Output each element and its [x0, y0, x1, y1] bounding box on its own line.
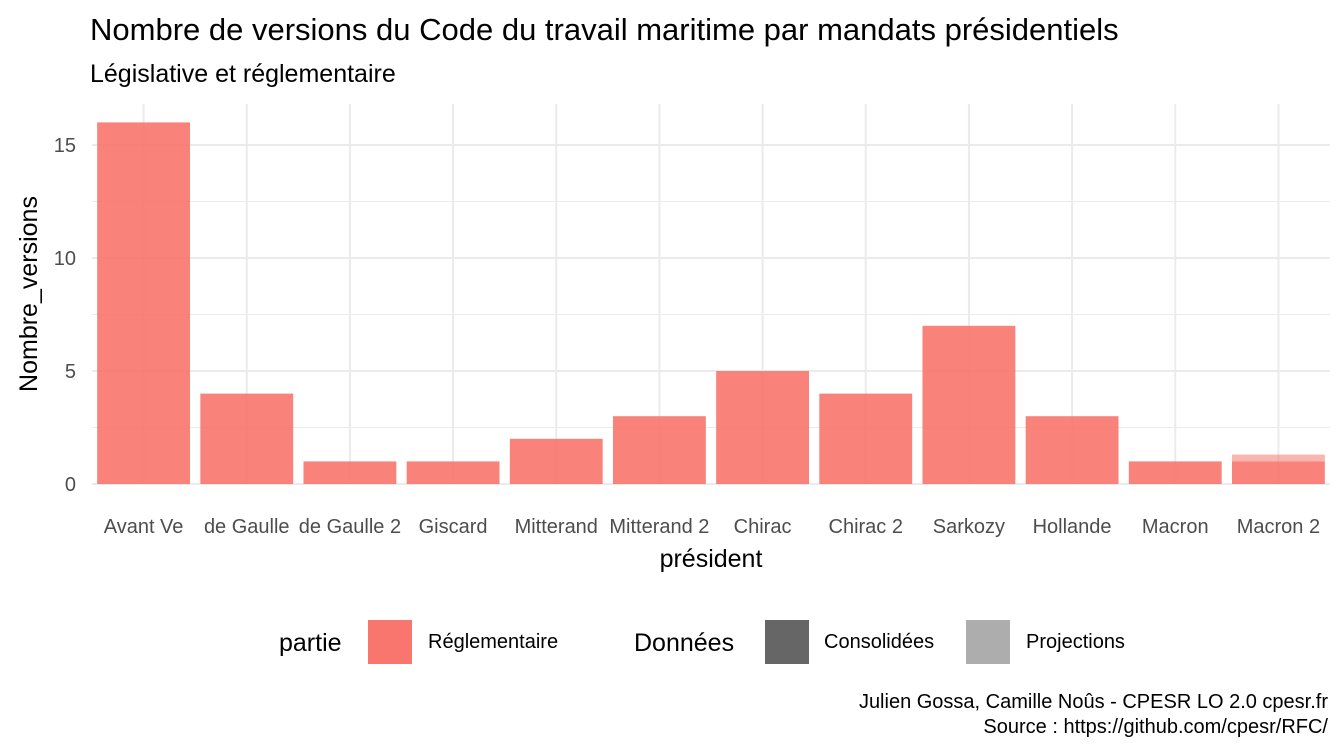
- y-axis-ticks: 0 5 10 15: [54, 135, 76, 496]
- x-tick-label: Giscard: [419, 516, 488, 538]
- bar-consolidees: [612, 416, 706, 484]
- x-tick-label: Mitterand: [515, 516, 598, 538]
- caption-source: Source : https://github.com/cpesr/RFC/: [983, 716, 1328, 738]
- x-tick-label: de Gaulle 2: [299, 516, 401, 538]
- x-tick-label: Chirac 2: [829, 516, 903, 538]
- y-tick-label: 10: [54, 248, 76, 270]
- legend-key-consolidees: [765, 620, 809, 664]
- x-tick-label: Macron 2: [1237, 516, 1320, 538]
- bar-consolidees: [200, 393, 294, 484]
- x-axis-title: président: [660, 545, 763, 573]
- bar-consolidees: [97, 122, 191, 485]
- x-tick-label: Avant Ve: [104, 516, 184, 538]
- legend-key-reglementaire: [368, 620, 412, 664]
- bars: [97, 122, 1325, 485]
- y-tick-label: 0: [65, 474, 76, 496]
- legend-label-projections: Projections: [1026, 631, 1125, 653]
- y-axis-title: Nombre_versions: [15, 196, 43, 392]
- x-tick-label: Chirac: [734, 516, 792, 538]
- bar-consolidees: [406, 461, 500, 484]
- legend-title-partie: partie: [279, 629, 342, 657]
- bar-chart: 0 5 10 15 Avant Ve de Gaulle de Gaulle 2 Gisca…: [15, 104, 1330, 573]
- legend-label-reglementaire: Réglementaire: [428, 631, 559, 653]
- x-tick-label: de Gaulle: [204, 516, 290, 538]
- caption: Julien Gossa, Camille Noûs - CPESR LO 2.…: [859, 690, 1328, 740]
- legend-title-donnees: Données: [634, 629, 735, 657]
- bar-projections: [1231, 454, 1325, 462]
- x-axis-ticks: Avant Ve de Gaulle de Gaulle 2 Giscard Mitte…: [104, 516, 1320, 538]
- bar-consolidees: [819, 393, 913, 484]
- y-tick-label: 5: [65, 361, 76, 383]
- bar-consolidees: [303, 461, 397, 484]
- chart-title: Nombre de versions du Code du travail ma…: [90, 12, 1119, 47]
- legend-label-consolidees: Consolidées: [824, 631, 935, 653]
- bar-consolidees: [716, 371, 810, 484]
- legend-key-projections: [966, 620, 1010, 664]
- bar-consolidees: [922, 325, 1016, 484]
- y-tick-label: 15: [54, 135, 76, 157]
- chart-subtitle: Législative et réglementaire: [90, 60, 396, 88]
- x-tick-label: Macron: [1142, 516, 1209, 538]
- bar-consolidees: [1128, 461, 1222, 484]
- x-tick-label: Hollande: [1033, 516, 1112, 538]
- bar-consolidees: [1231, 461, 1325, 484]
- x-tick-label: Mitterand 2: [609, 516, 709, 538]
- caption-authors: Julien Gossa, Camille Noûs - CPESR LO 2.…: [858, 691, 1328, 713]
- bar-consolidees: [1025, 416, 1119, 484]
- bar-consolidees: [509, 438, 603, 484]
- x-tick-label: Sarkozy: [933, 516, 1005, 538]
- legend: partie Réglementaire Données Consolidées…: [0, 612, 1344, 672]
